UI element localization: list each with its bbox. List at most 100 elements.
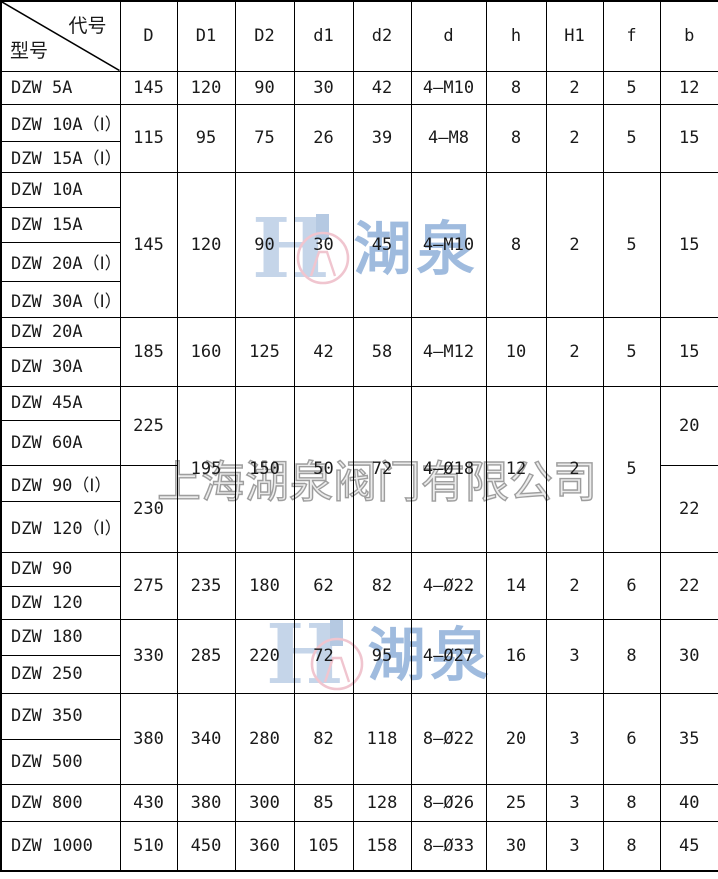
value-cell: 8—Ø22 [410, 692, 487, 785]
value-cell: 42 [293, 316, 354, 387]
value-cell: 6 [602, 692, 661, 785]
table-row: DZW 60A [0, 419, 718, 466]
value-cell: 12 [659, 70, 718, 105]
value-cell: 45 [659, 820, 718, 872]
value-cell: 235 [176, 551, 236, 620]
table-row: DZW 45A 225 195 150 50 72 4—Ø18 12 2 5 2… [0, 385, 718, 553]
value-cell: 118 [352, 692, 412, 785]
header-code-label: 代号 [68, 15, 107, 37]
value-cell: 360 [234, 820, 295, 872]
col-header-d: d [410, 0, 487, 72]
value-cell: 90 [234, 70, 295, 105]
table-row: DZW 5A 145 120 90 30 42 4—M10 8 2 5 12 [0, 70, 718, 105]
value-cell: 15 [659, 171, 718, 318]
value-cell: 145 [119, 70, 178, 105]
value-cell: 39 [352, 103, 412, 173]
value-cell: 5 [602, 385, 661, 553]
value-cell: 380 [119, 692, 178, 785]
value-cell: 115 [119, 103, 178, 173]
value-cell: 160 [176, 316, 236, 387]
value-cell: 230 [119, 464, 178, 553]
value-cell: 72 [352, 385, 412, 553]
value-cell: 42 [352, 70, 412, 105]
value-cell: 125 [234, 316, 295, 387]
value-cell: 82 [293, 692, 354, 785]
col-header-b: b [659, 0, 718, 72]
value-cell: 85 [293, 783, 354, 822]
value-cell: 2 [545, 103, 604, 173]
model-cell: DZW 250 [0, 654, 121, 694]
model-cell: DZW 5A [0, 70, 121, 105]
table-row: DZW 30A（Ⅰ） [0, 280, 718, 318]
value-cell: 220 [234, 618, 295, 694]
table-row: DZW 30A [0, 346, 718, 387]
value-cell: 72 [293, 618, 354, 694]
value-cell: 4—M10 [410, 171, 487, 318]
header-model-label: 型号 [10, 39, 49, 62]
value-cell: 120 [176, 70, 236, 105]
value-cell: 5 [602, 70, 661, 105]
value-cell: 35 [659, 692, 718, 785]
model-cell: DZW 90 [0, 551, 121, 587]
value-cell: 90 [234, 171, 295, 318]
value-cell: 8 [485, 70, 547, 105]
col-header-f: f [602, 0, 661, 72]
col-header-D2: D2 [234, 0, 295, 72]
value-cell: 30 [485, 820, 547, 872]
table-row: DZW 90 275 235 180 62 82 4—Ø22 14 2 6 22 [0, 551, 718, 620]
value-cell: 185 [119, 316, 178, 387]
value-cell: 5 [602, 171, 661, 318]
value-cell: 2 [545, 171, 604, 318]
model-cell: DZW 350 [0, 692, 121, 740]
value-cell: 16 [485, 618, 547, 694]
value-cell: 22 [659, 551, 718, 620]
value-cell: 14 [485, 551, 547, 620]
model-cell: DZW 30A [0, 346, 121, 387]
value-cell: 30 [659, 618, 718, 694]
table-row: DZW 1000 510 450 360 105 158 8—Ø33 30 3 … [0, 820, 718, 872]
model-cell: DZW 10A [0, 171, 121, 208]
value-cell: 330 [119, 618, 178, 694]
value-cell: 3 [545, 692, 604, 785]
model-cell: DZW 800 [0, 783, 121, 822]
value-cell: 340 [176, 692, 236, 785]
table-row: DZW 10A（Ⅰ） 115 95 75 26 39 4—M8 8 2 5 15 [0, 103, 718, 173]
value-cell: 450 [176, 820, 236, 872]
value-cell: 95 [176, 103, 236, 173]
value-cell: 22 [659, 464, 718, 553]
model-cell: DZW 20A（Ⅰ） [0, 241, 121, 282]
table-row: DZW 120（Ⅰ） [0, 500, 718, 553]
value-cell: 15 [659, 316, 718, 387]
value-cell: 195 [176, 385, 236, 553]
value-cell: 285 [176, 618, 236, 694]
model-cell: DZW 20A [0, 316, 121, 348]
value-cell: 225 [119, 385, 178, 466]
table-row: DZW 250 [0, 654, 718, 694]
value-cell: 30 [293, 171, 354, 318]
value-cell: 6 [602, 551, 661, 620]
value-cell: 5 [602, 103, 661, 173]
diagonal-line [2, 2, 119, 70]
table-row: DZW 20A 185 160 125 42 58 4—M12 10 2 5 1… [0, 316, 718, 387]
value-cell: 3 [545, 783, 604, 822]
table-row: DZW 500 [0, 738, 718, 785]
value-cell: 145 [119, 171, 178, 318]
table-row: DZW 800 430 380 300 85 128 8—Ø26 25 3 8 … [0, 783, 718, 822]
table-row: DZW 15A（Ⅰ） [0, 140, 718, 173]
value-cell: 4—Ø18 [410, 385, 487, 553]
col-header-d2: d2 [352, 0, 412, 72]
value-cell: 3 [545, 618, 604, 694]
value-cell: 4—M12 [410, 316, 487, 387]
value-cell: 8 [602, 783, 661, 822]
value-cell: 4—Ø27 [410, 618, 487, 694]
value-cell: 26 [293, 103, 354, 173]
value-cell: 95 [352, 618, 412, 694]
model-cell: DZW 15A [0, 206, 121, 243]
model-cell: DZW 90（Ⅰ） [0, 464, 121, 502]
value-cell: 20 [659, 385, 718, 466]
value-cell: 275 [119, 551, 178, 620]
value-cell: 510 [119, 820, 178, 872]
col-header-H1: H1 [545, 0, 604, 72]
